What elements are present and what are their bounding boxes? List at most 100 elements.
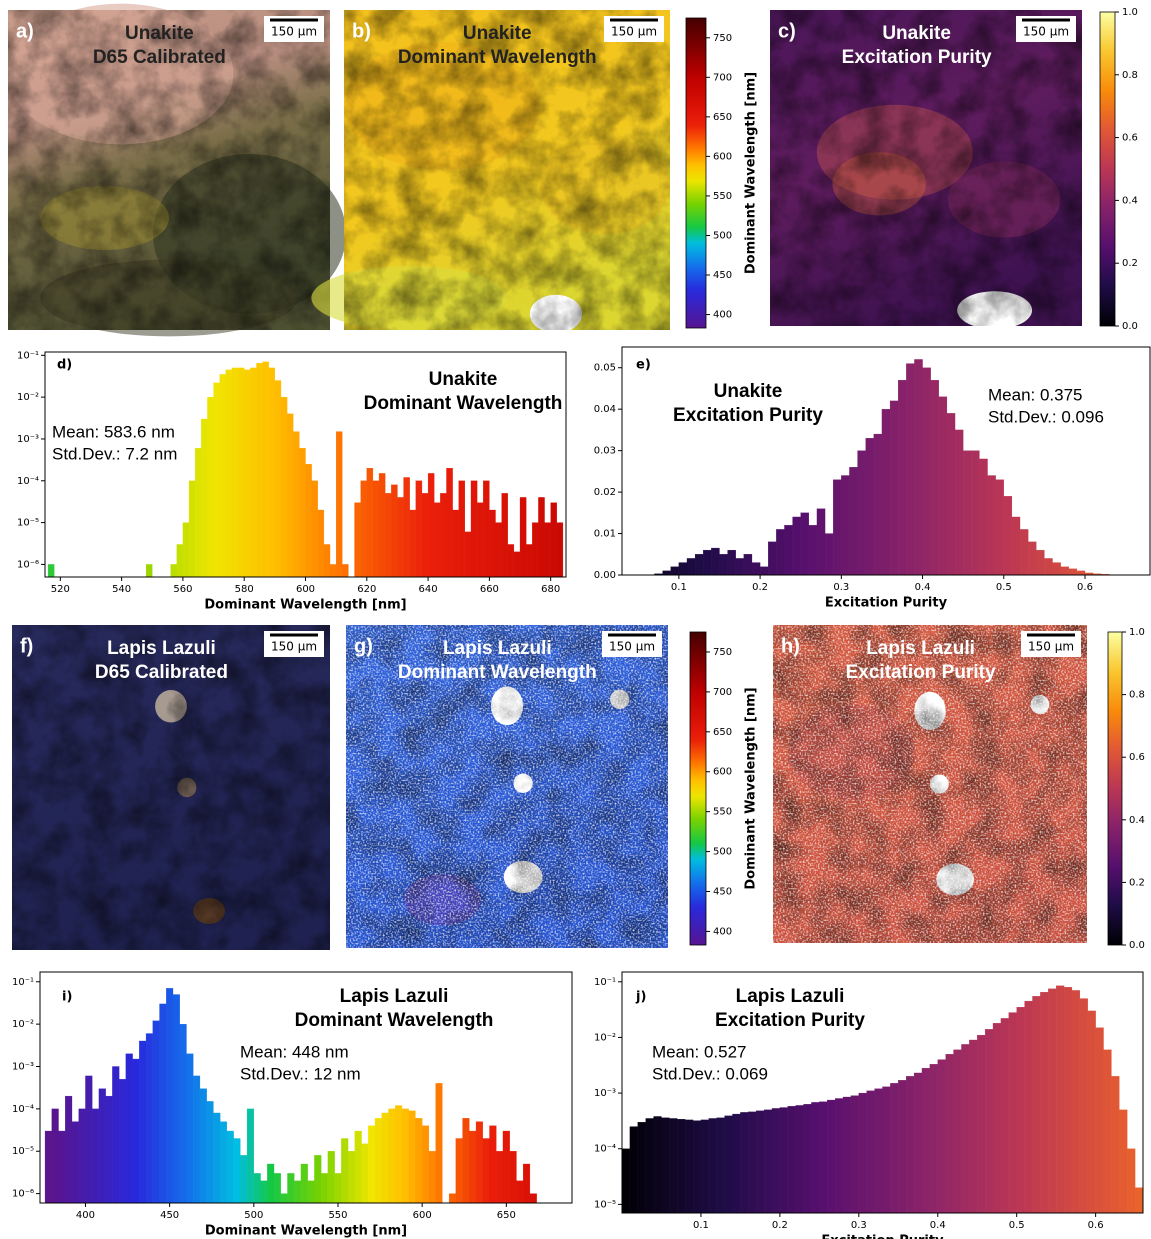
bar: [507, 544, 515, 578]
bar: [890, 1083, 899, 1214]
bar: [816, 508, 826, 576]
bar: [311, 480, 318, 578]
bar: [1003, 496, 1013, 576]
colorbar-tick-label: 400: [713, 926, 732, 937]
colorbar-tick-label: 750: [713, 33, 732, 44]
bar: [865, 438, 874, 576]
bar: [914, 359, 923, 576]
bar: [305, 463, 312, 578]
plot-frame: [621, 346, 1151, 576]
chart-subtitle: Excitation Purity: [673, 405, 823, 426]
image-panel: g) Lapis Lazuli Dominant Wavelength 150 µm: [346, 625, 668, 948]
bar: [866, 1090, 875, 1214]
bar: [397, 497, 404, 578]
bar: [969, 1039, 978, 1214]
colorbar-tick-label: 0.6: [1129, 752, 1145, 763]
colorbar-tick-label: 0.8: [1129, 690, 1145, 701]
bar: [1000, 1018, 1009, 1214]
bar: [751, 562, 761, 576]
bar: [800, 512, 809, 576]
x-tick-label: 520: [51, 584, 70, 595]
bar: [1056, 985, 1065, 1214]
bar: [105, 1095, 113, 1204]
image-subtitle: D65 Calibrated: [93, 47, 226, 68]
bar: [1036, 549, 1045, 576]
bars: [621, 985, 1144, 1214]
bar: [529, 1193, 537, 1204]
bar: [421, 493, 429, 578]
bar: [961, 1044, 970, 1214]
colorbar-tick-label: 0.0: [1122, 321, 1138, 332]
bar: [938, 396, 948, 576]
bar: [670, 566, 680, 576]
bar: [513, 551, 521, 578]
bar: [415, 480, 423, 578]
image-subtitle: Excitation Purity: [842, 47, 992, 68]
bar: [686, 558, 696, 576]
bar: [409, 509, 416, 578]
bar: [795, 1105, 804, 1214]
bar: [694, 554, 704, 576]
x-tick-label: 550: [328, 1210, 347, 1221]
y-tick-label: 10⁻⁵: [12, 1146, 34, 1157]
bar: [1028, 541, 1037, 576]
colorbar-label: Dominant Wavelength [nm]: [744, 687, 759, 889]
y-tick-label: 0.02: [594, 487, 616, 498]
x-tick-label: 500: [244, 1210, 263, 1221]
bar: [280, 396, 288, 578]
bar: [58, 1130, 66, 1204]
bar: [1048, 988, 1057, 1214]
y-tick-label: 10⁻²: [17, 392, 39, 403]
bar: [207, 396, 214, 578]
image-title: Lapis Lazuli: [107, 638, 216, 659]
plot-frame: [39, 971, 573, 1204]
bar: [1079, 998, 1088, 1214]
bar: [378, 473, 386, 578]
bar: [401, 1108, 409, 1204]
bar: [995, 479, 1004, 576]
bar: [759, 566, 769, 576]
bar: [231, 367, 239, 578]
bar: [882, 1086, 891, 1214]
bar: [727, 549, 736, 576]
bar: [354, 502, 361, 578]
y-tick-label: 10⁻⁵: [594, 1199, 616, 1210]
image-texture: [770, 10, 1082, 326]
bar: [1008, 1012, 1017, 1214]
image-speckle: [346, 625, 668, 948]
colorbar-tick-label: 650: [713, 727, 732, 738]
bar: [685, 1119, 694, 1214]
bar: [408, 1110, 416, 1204]
bar: [1040, 992, 1049, 1214]
image-subtitle: Excitation Purity: [846, 662, 996, 683]
bar: [945, 1054, 954, 1214]
bar: [334, 1173, 342, 1204]
panel-label: i): [62, 990, 72, 1005]
bar: [1119, 1109, 1128, 1214]
bar: [422, 1125, 430, 1204]
colorbar-tick-label: 500: [713, 847, 732, 858]
colorbar-tick-label: 450: [713, 887, 732, 898]
bar: [803, 1104, 812, 1214]
bar: [873, 433, 883, 576]
colorbar-tick-label: 600: [713, 767, 732, 778]
y-tick-label: 10⁻³: [594, 1088, 616, 1099]
bars: [654, 359, 1110, 576]
bar: [544, 522, 551, 578]
bar: [47, 564, 55, 578]
bar: [385, 493, 392, 578]
annotation: Std.Dev.: 7.2 nm: [52, 444, 177, 463]
bar: [811, 1102, 820, 1214]
image-title: Unakite: [463, 23, 532, 44]
annotation: Mean: 0.375: [988, 385, 1083, 404]
bars: [44, 988, 537, 1204]
bar: [538, 497, 545, 578]
bar: [711, 547, 720, 576]
bar: [176, 544, 184, 578]
image-panel: h) Lapis Lazuli Excitation Purity 150 µm: [773, 625, 1087, 943]
bar: [201, 418, 208, 578]
bar: [922, 367, 931, 576]
bar: [179, 1023, 187, 1204]
colorbar-tick-label: 0.0: [1129, 940, 1145, 951]
bar: [317, 509, 325, 578]
